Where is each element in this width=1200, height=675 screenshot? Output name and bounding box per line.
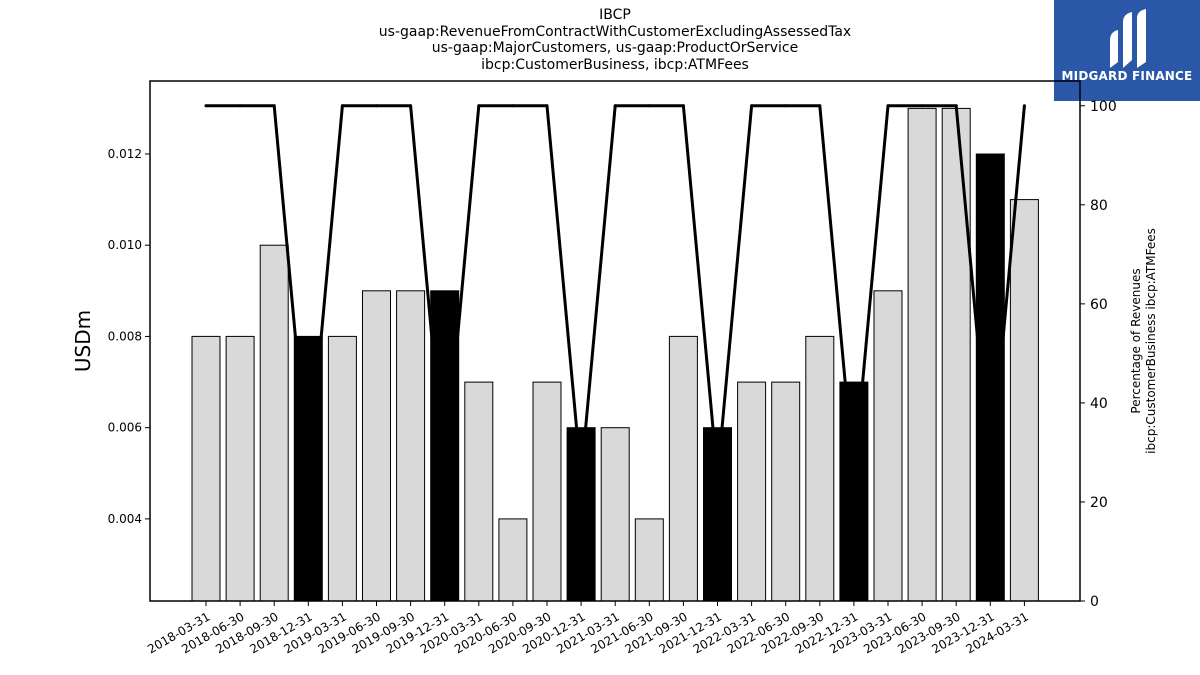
bar-2022-03-31 bbox=[737, 381, 767, 602]
line-point-2019-12-31 bbox=[443, 475, 447, 479]
bar-2020-03-31 bbox=[464, 381, 494, 602]
bar-2024-03-31 bbox=[1009, 199, 1039, 602]
line-point-2020-03-31 bbox=[477, 104, 481, 108]
line-point-2018-09-30 bbox=[272, 104, 276, 108]
chart-title-line-2: us-gaap:RevenueFromContractWithCustomerE… bbox=[378, 23, 852, 40]
bar-2021-12-31 bbox=[703, 427, 732, 602]
line-point-2023-03-31 bbox=[886, 104, 890, 108]
y-axis-label: USDm bbox=[71, 310, 95, 372]
line-point-2020-12-31 bbox=[579, 475, 583, 479]
y-tick-label: 0.012 bbox=[108, 147, 142, 161]
y-right-tick-label: 40 bbox=[1090, 396, 1108, 412]
line-point-2023-09-30 bbox=[954, 104, 958, 108]
line-point-2019-09-30 bbox=[409, 104, 413, 108]
bar-2022-06-30 bbox=[771, 381, 801, 602]
bar-2021-06-30 bbox=[634, 518, 664, 602]
bar-2023-06-30 bbox=[907, 107, 937, 602]
y-right-tick-label: 80 bbox=[1090, 198, 1108, 214]
line-point-2024-03-31 bbox=[1022, 104, 1026, 108]
bar-2018-09-30 bbox=[259, 244, 289, 602]
bar-2020-12-31 bbox=[566, 427, 596, 602]
midgard-finance-logo: MIDGARD FINANCE bbox=[1054, 0, 1200, 101]
line-point-2022-06-30 bbox=[784, 104, 788, 108]
line-point-2019-03-31 bbox=[340, 104, 344, 108]
logo-mark-icon bbox=[1110, 9, 1146, 68]
y-tick-label: 0.008 bbox=[108, 329, 142, 343]
y-right-tick-label: 60 bbox=[1090, 297, 1108, 313]
y-axis-right-label: Percentage of Revenues ibcp:CustomerBusi… bbox=[1129, 228, 1158, 454]
line-point-2022-09-30 bbox=[818, 104, 822, 108]
logo-text: MIDGARD FINANCE bbox=[1061, 69, 1193, 83]
chart-title-line-1: IBCP bbox=[599, 7, 631, 23]
line-point-2022-03-31 bbox=[750, 104, 754, 108]
bar-2020-06-30 bbox=[498, 518, 528, 602]
bars-layer bbox=[191, 107, 1039, 602]
bar-2019-06-30 bbox=[362, 290, 391, 602]
bar-2022-12-31 bbox=[839, 381, 869, 602]
y-right-tick-label: 0 bbox=[1090, 594, 1099, 610]
bar-2019-12-31 bbox=[430, 290, 460, 602]
bar-2023-03-31 bbox=[873, 290, 903, 602]
bar-2018-06-30 bbox=[225, 335, 255, 602]
line-point-2021-12-31 bbox=[716, 475, 719, 479]
bar-2019-03-31 bbox=[327, 335, 357, 602]
line-point-2021-03-31 bbox=[613, 104, 617, 108]
y-tick-label: 0.010 bbox=[108, 238, 142, 252]
line-layer bbox=[204, 104, 1026, 479]
chart-title-line-3: us-gaap:MajorCustomers, us-gaap:ProductO… bbox=[431, 40, 799, 56]
line-point-2020-09-30 bbox=[545, 104, 549, 108]
line-point-2018-12-31 bbox=[306, 475, 310, 479]
line-point-2023-06-30 bbox=[920, 104, 924, 108]
y-axis-right-label-line-2: ibcp:CustomerBusiness ibcp:ATMFees bbox=[1144, 228, 1158, 454]
bar-2022-09-30 bbox=[805, 335, 835, 602]
bar-2018-03-31 bbox=[191, 335, 221, 602]
chart-title-line-4: ibcp:CustomerBusiness, ibcp:ATMFees bbox=[481, 56, 749, 73]
y-right-tick-label: 20 bbox=[1090, 495, 1108, 511]
bar-2019-09-30 bbox=[396, 290, 426, 602]
line-point-2020-06-30 bbox=[511, 104, 515, 108]
y-axis-right-label-line-1: Percentage of Revenues bbox=[1129, 268, 1143, 413]
bar-2021-09-30 bbox=[668, 335, 698, 602]
y-tick-label: 0.006 bbox=[108, 421, 142, 435]
y-right-tick-label: 100 bbox=[1090, 99, 1117, 115]
line-point-2021-09-30 bbox=[681, 104, 685, 108]
bar-2021-03-31 bbox=[600, 427, 630, 602]
bar-2020-09-30 bbox=[532, 381, 562, 602]
line-point-2023-12-31 bbox=[988, 475, 992, 479]
line-point-2019-06-30 bbox=[375, 104, 378, 108]
line-point-2021-06-30 bbox=[647, 104, 651, 108]
bar-2023-09-30 bbox=[941, 107, 971, 602]
line-point-2018-06-30 bbox=[238, 104, 242, 108]
line-point-2022-12-31 bbox=[852, 475, 856, 479]
chart-title: IBCP us-gaap:RevenueFromContractWithCust… bbox=[300, 7, 930, 73]
line-point-2018-03-31 bbox=[204, 104, 208, 108]
y-tick-label: 0.004 bbox=[108, 512, 142, 526]
